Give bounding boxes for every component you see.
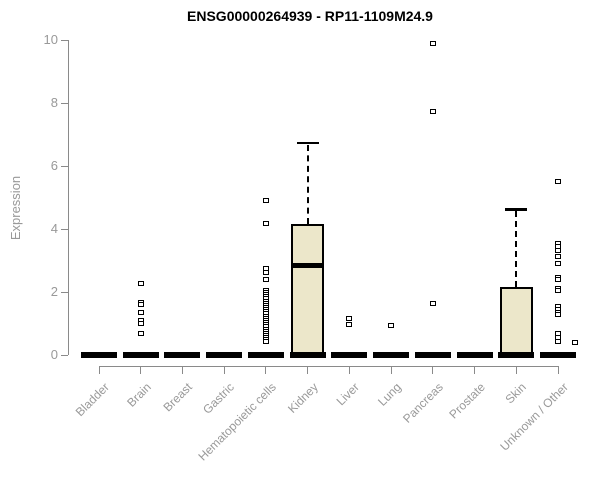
outlier-point: [262, 338, 269, 344]
x-tick: [265, 366, 267, 374]
boxplot-box: [499, 286, 533, 358]
zero-bar: [122, 351, 159, 358]
y-tick-label: 2: [50, 283, 58, 299]
outlier-point: [346, 315, 353, 321]
outlier-point: [555, 277, 562, 283]
x-tick: [474, 366, 476, 374]
zero-bar: [373, 351, 410, 358]
zero-bar: [414, 351, 451, 358]
x-tick: [140, 366, 142, 374]
y-tick: [61, 102, 68, 104]
x-tick: [98, 366, 100, 374]
x-tick: [223, 366, 225, 374]
outlier-point: [429, 301, 436, 307]
outlier-point: [388, 323, 395, 329]
y-tick-label: 10: [43, 32, 58, 47]
zero-bar: [456, 351, 493, 358]
zero-bar: [540, 351, 577, 358]
boxplot-whisker: [306, 144, 309, 224]
y-tick-label: 8: [50, 94, 58, 110]
zero-bar: [206, 351, 243, 358]
y-tick: [61, 40, 68, 41]
y-tick: [61, 165, 68, 167]
zero-bar: [331, 351, 368, 358]
zero-bar: [289, 351, 326, 358]
zero-bar: [81, 351, 117, 358]
outlier-point: [555, 288, 562, 294]
boxplot-whisker-cap: [296, 141, 319, 145]
outlier-point: [555, 253, 562, 259]
outlier-point: [262, 276, 269, 282]
boxplot-whisker: [515, 211, 518, 287]
y-tick: [61, 354, 68, 356]
outlier-point: [137, 302, 144, 308]
outlier-point: [137, 280, 144, 286]
y-tick-label: 0: [50, 346, 58, 362]
zero-bar: [247, 351, 284, 358]
outlier-point: [572, 340, 579, 346]
x-tick: [348, 366, 350, 374]
x-tick: [307, 366, 309, 374]
y-tick: [61, 291, 68, 293]
outlier-point: [555, 179, 562, 185]
boxplot-whisker-cap: [505, 208, 528, 211]
outlier-point: [137, 309, 144, 315]
outlier-point: [555, 312, 562, 318]
outlier-point: [555, 247, 562, 253]
outlier-point: [137, 320, 144, 326]
outlier-point: [262, 197, 269, 203]
boxplot-box: [291, 223, 325, 358]
outlier-point: [346, 322, 353, 328]
x-tick: [432, 366, 434, 374]
zero-bar: [498, 351, 535, 358]
y-tick-label: 6: [50, 157, 58, 173]
y-tick: [61, 228, 68, 230]
x-tick: [390, 366, 392, 374]
x-tick: [515, 366, 517, 374]
outlier-point: [262, 220, 269, 226]
outlier-point: [429, 40, 436, 46]
outlier-point: [429, 108, 436, 114]
outlier-point: [555, 338, 562, 344]
y-tick-label: 4: [50, 220, 58, 236]
x-axis-line: [98, 366, 559, 367]
chart-title: ENSG00000264939 - RP11-1109M24.9: [187, 8, 433, 24]
y-axis-line: [68, 40, 69, 355]
x-tick: [557, 366, 559, 374]
boxplot-median: [291, 262, 325, 268]
x-tick: [181, 366, 183, 374]
outlier-point: [555, 261, 562, 267]
outlier-point: [137, 331, 144, 337]
outlier-point: [262, 269, 269, 275]
zero-bar: [164, 351, 201, 358]
